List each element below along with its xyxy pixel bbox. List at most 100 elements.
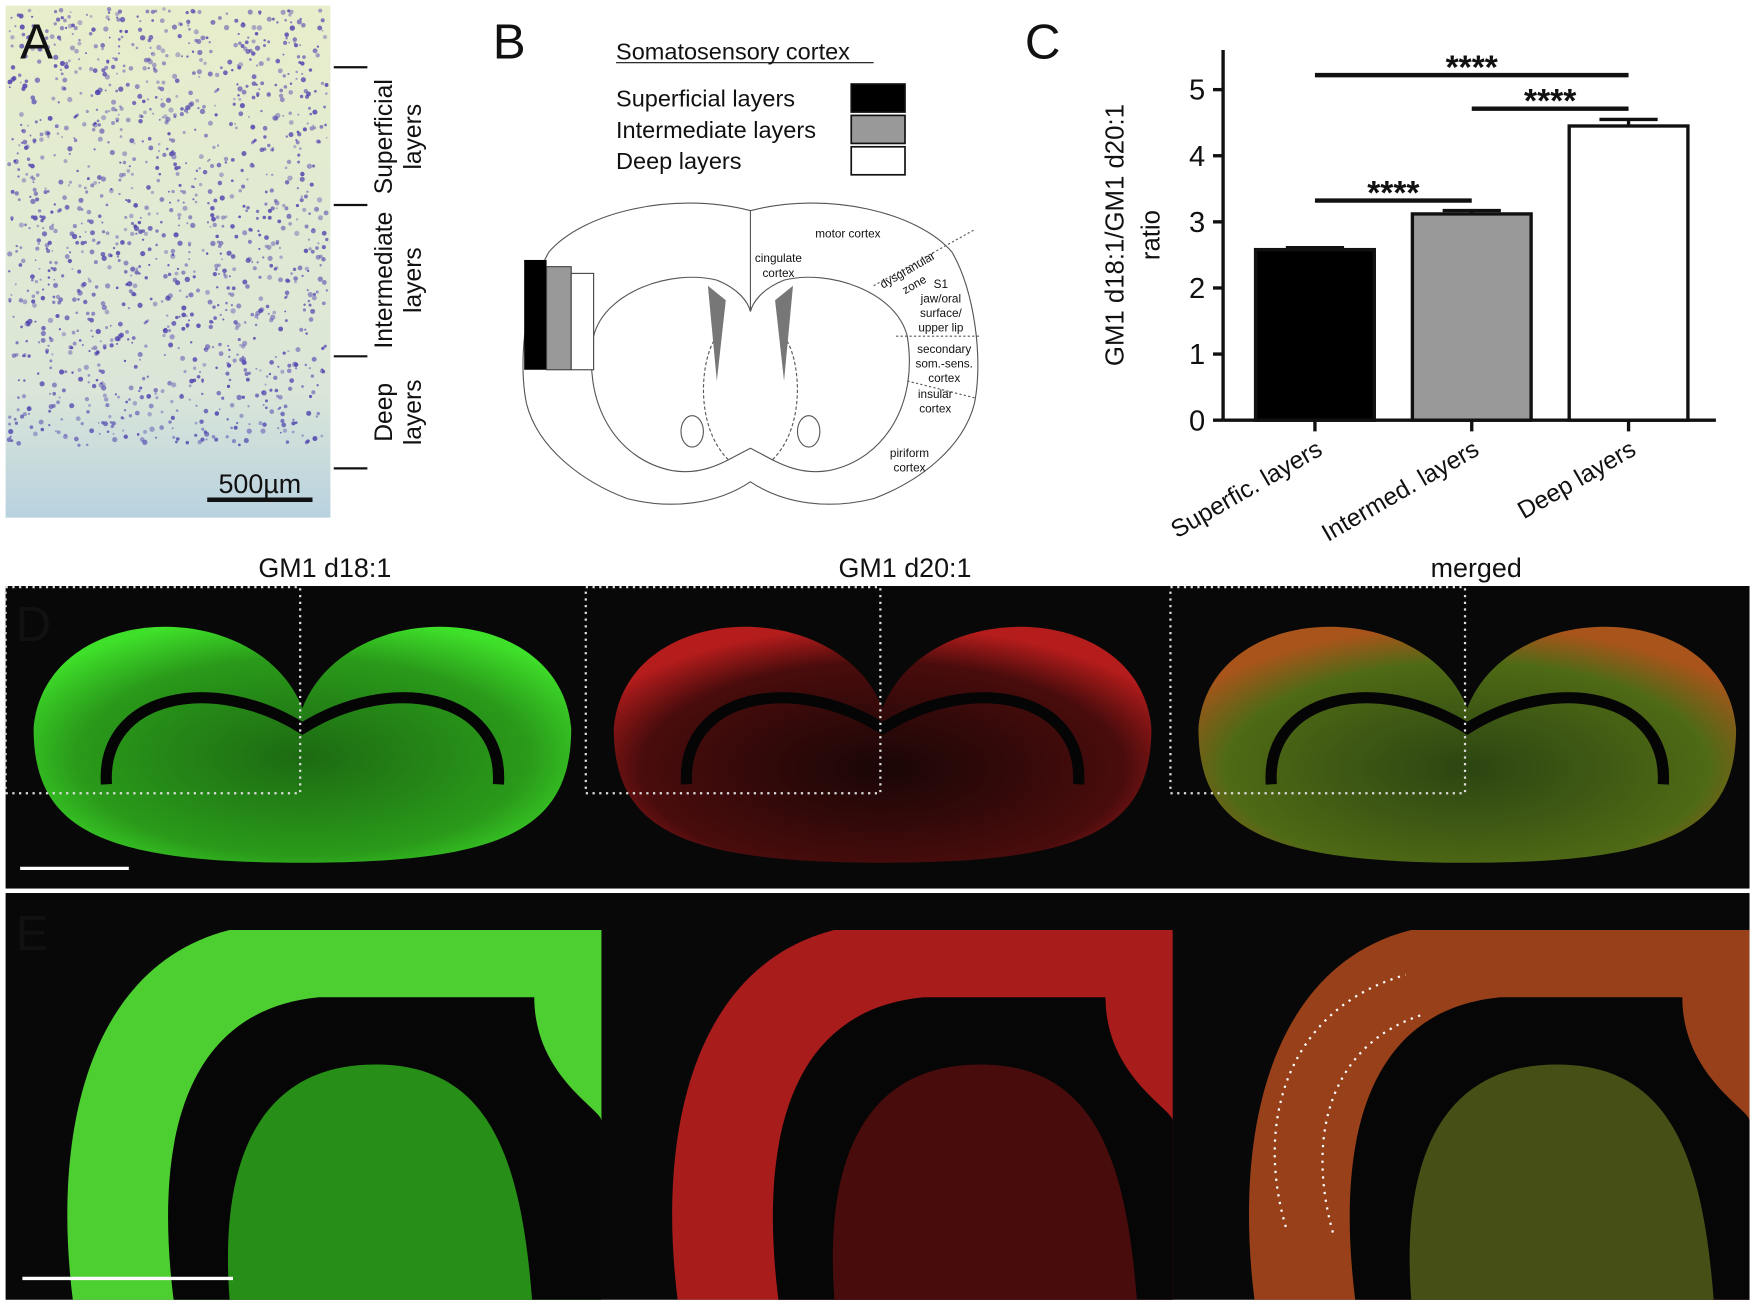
- cell: [34, 280, 39, 284]
- cell: [16, 408, 20, 412]
- cell: [304, 194, 308, 199]
- cell: [174, 271, 179, 276]
- deep-band: [570, 272, 595, 371]
- cell: [262, 256, 265, 259]
- cell: [316, 411, 320, 416]
- cell: [14, 283, 17, 286]
- brain-crop-core: [1409, 1064, 1714, 1300]
- cell: [48, 404, 54, 410]
- cell: [292, 361, 298, 367]
- cell: [247, 256, 253, 262]
- cell: [45, 348, 50, 353]
- cell: [150, 190, 155, 195]
- cell: [255, 83, 258, 86]
- cell: [130, 231, 135, 237]
- cell: [17, 175, 20, 178]
- cell: [264, 202, 268, 206]
- cell: [40, 337, 46, 343]
- cell: [274, 116, 279, 121]
- cell: [190, 8, 195, 14]
- cell: [53, 64, 58, 68]
- cell: [175, 52, 181, 58]
- cell: [189, 341, 193, 344]
- cell: [237, 337, 241, 342]
- cell: [252, 336, 256, 340]
- cell: [26, 289, 30, 292]
- cell: [47, 344, 50, 348]
- cell: [192, 275, 196, 279]
- cell: [261, 390, 267, 396]
- cell: [306, 122, 309, 125]
- cell: [308, 247, 312, 251]
- cell: [205, 438, 208, 441]
- cell: [147, 136, 152, 141]
- cell: [60, 16, 64, 20]
- cell: [272, 115, 278, 121]
- cell: [192, 366, 197, 370]
- cell: [106, 59, 110, 64]
- cell: [234, 234, 239, 239]
- cell: [225, 301, 228, 305]
- cell: [315, 254, 321, 260]
- cell: [26, 157, 31, 162]
- cell: [194, 193, 198, 197]
- cell: [22, 299, 28, 305]
- cell: [258, 296, 264, 301]
- cell: [288, 90, 294, 95]
- cell: [53, 10, 58, 14]
- cell: [225, 12, 229, 15]
- cell: [96, 119, 100, 123]
- cell: [80, 250, 84, 254]
- cell: [40, 295, 46, 301]
- cell: [26, 406, 32, 412]
- cell: [267, 143, 271, 148]
- y-tick-label: 4: [1189, 141, 1205, 173]
- cell: [302, 207, 307, 212]
- cell: [44, 243, 50, 248]
- cell: [247, 36, 250, 39]
- cell: [111, 106, 116, 112]
- cell: [49, 337, 54, 343]
- cell: [88, 279, 92, 283]
- cell: [38, 267, 41, 270]
- cell: [251, 164, 256, 168]
- cell: [289, 25, 296, 31]
- cell: [98, 214, 102, 218]
- error-bar: [1285, 245, 1345, 250]
- panel-label: E: [16, 906, 49, 961]
- cell: [91, 238, 96, 243]
- cell: [122, 429, 125, 432]
- cell: [17, 198, 21, 202]
- cell: [274, 83, 278, 87]
- cell: [137, 302, 143, 308]
- cell: [199, 419, 204, 424]
- column-title: GM1 d20:1: [839, 553, 972, 583]
- cell: [241, 151, 247, 157]
- cell: [285, 36, 288, 40]
- cell: [287, 175, 293, 181]
- cell: [53, 54, 59, 60]
- cell: [50, 210, 54, 214]
- cell: [177, 240, 183, 246]
- cell: [252, 139, 256, 144]
- cell: [171, 320, 177, 326]
- cell: [205, 36, 209, 40]
- cell: [124, 29, 129, 34]
- cell: [251, 25, 257, 30]
- cell: [119, 135, 123, 138]
- cell: [76, 169, 79, 173]
- cell: [78, 184, 82, 188]
- cell: [130, 266, 136, 272]
- cell: [324, 344, 327, 348]
- y-axis-label: GM1 d18:1/GM1 d20:1: [1101, 104, 1129, 366]
- cell: [10, 189, 15, 194]
- cell: [245, 257, 251, 263]
- cell: [240, 22, 246, 28]
- cell: [170, 248, 176, 254]
- cell: [161, 61, 166, 66]
- cell: [249, 163, 255, 168]
- cell: [145, 160, 148, 164]
- legend-swatch: [850, 83, 906, 113]
- cell: [262, 403, 265, 407]
- cell: [284, 166, 288, 170]
